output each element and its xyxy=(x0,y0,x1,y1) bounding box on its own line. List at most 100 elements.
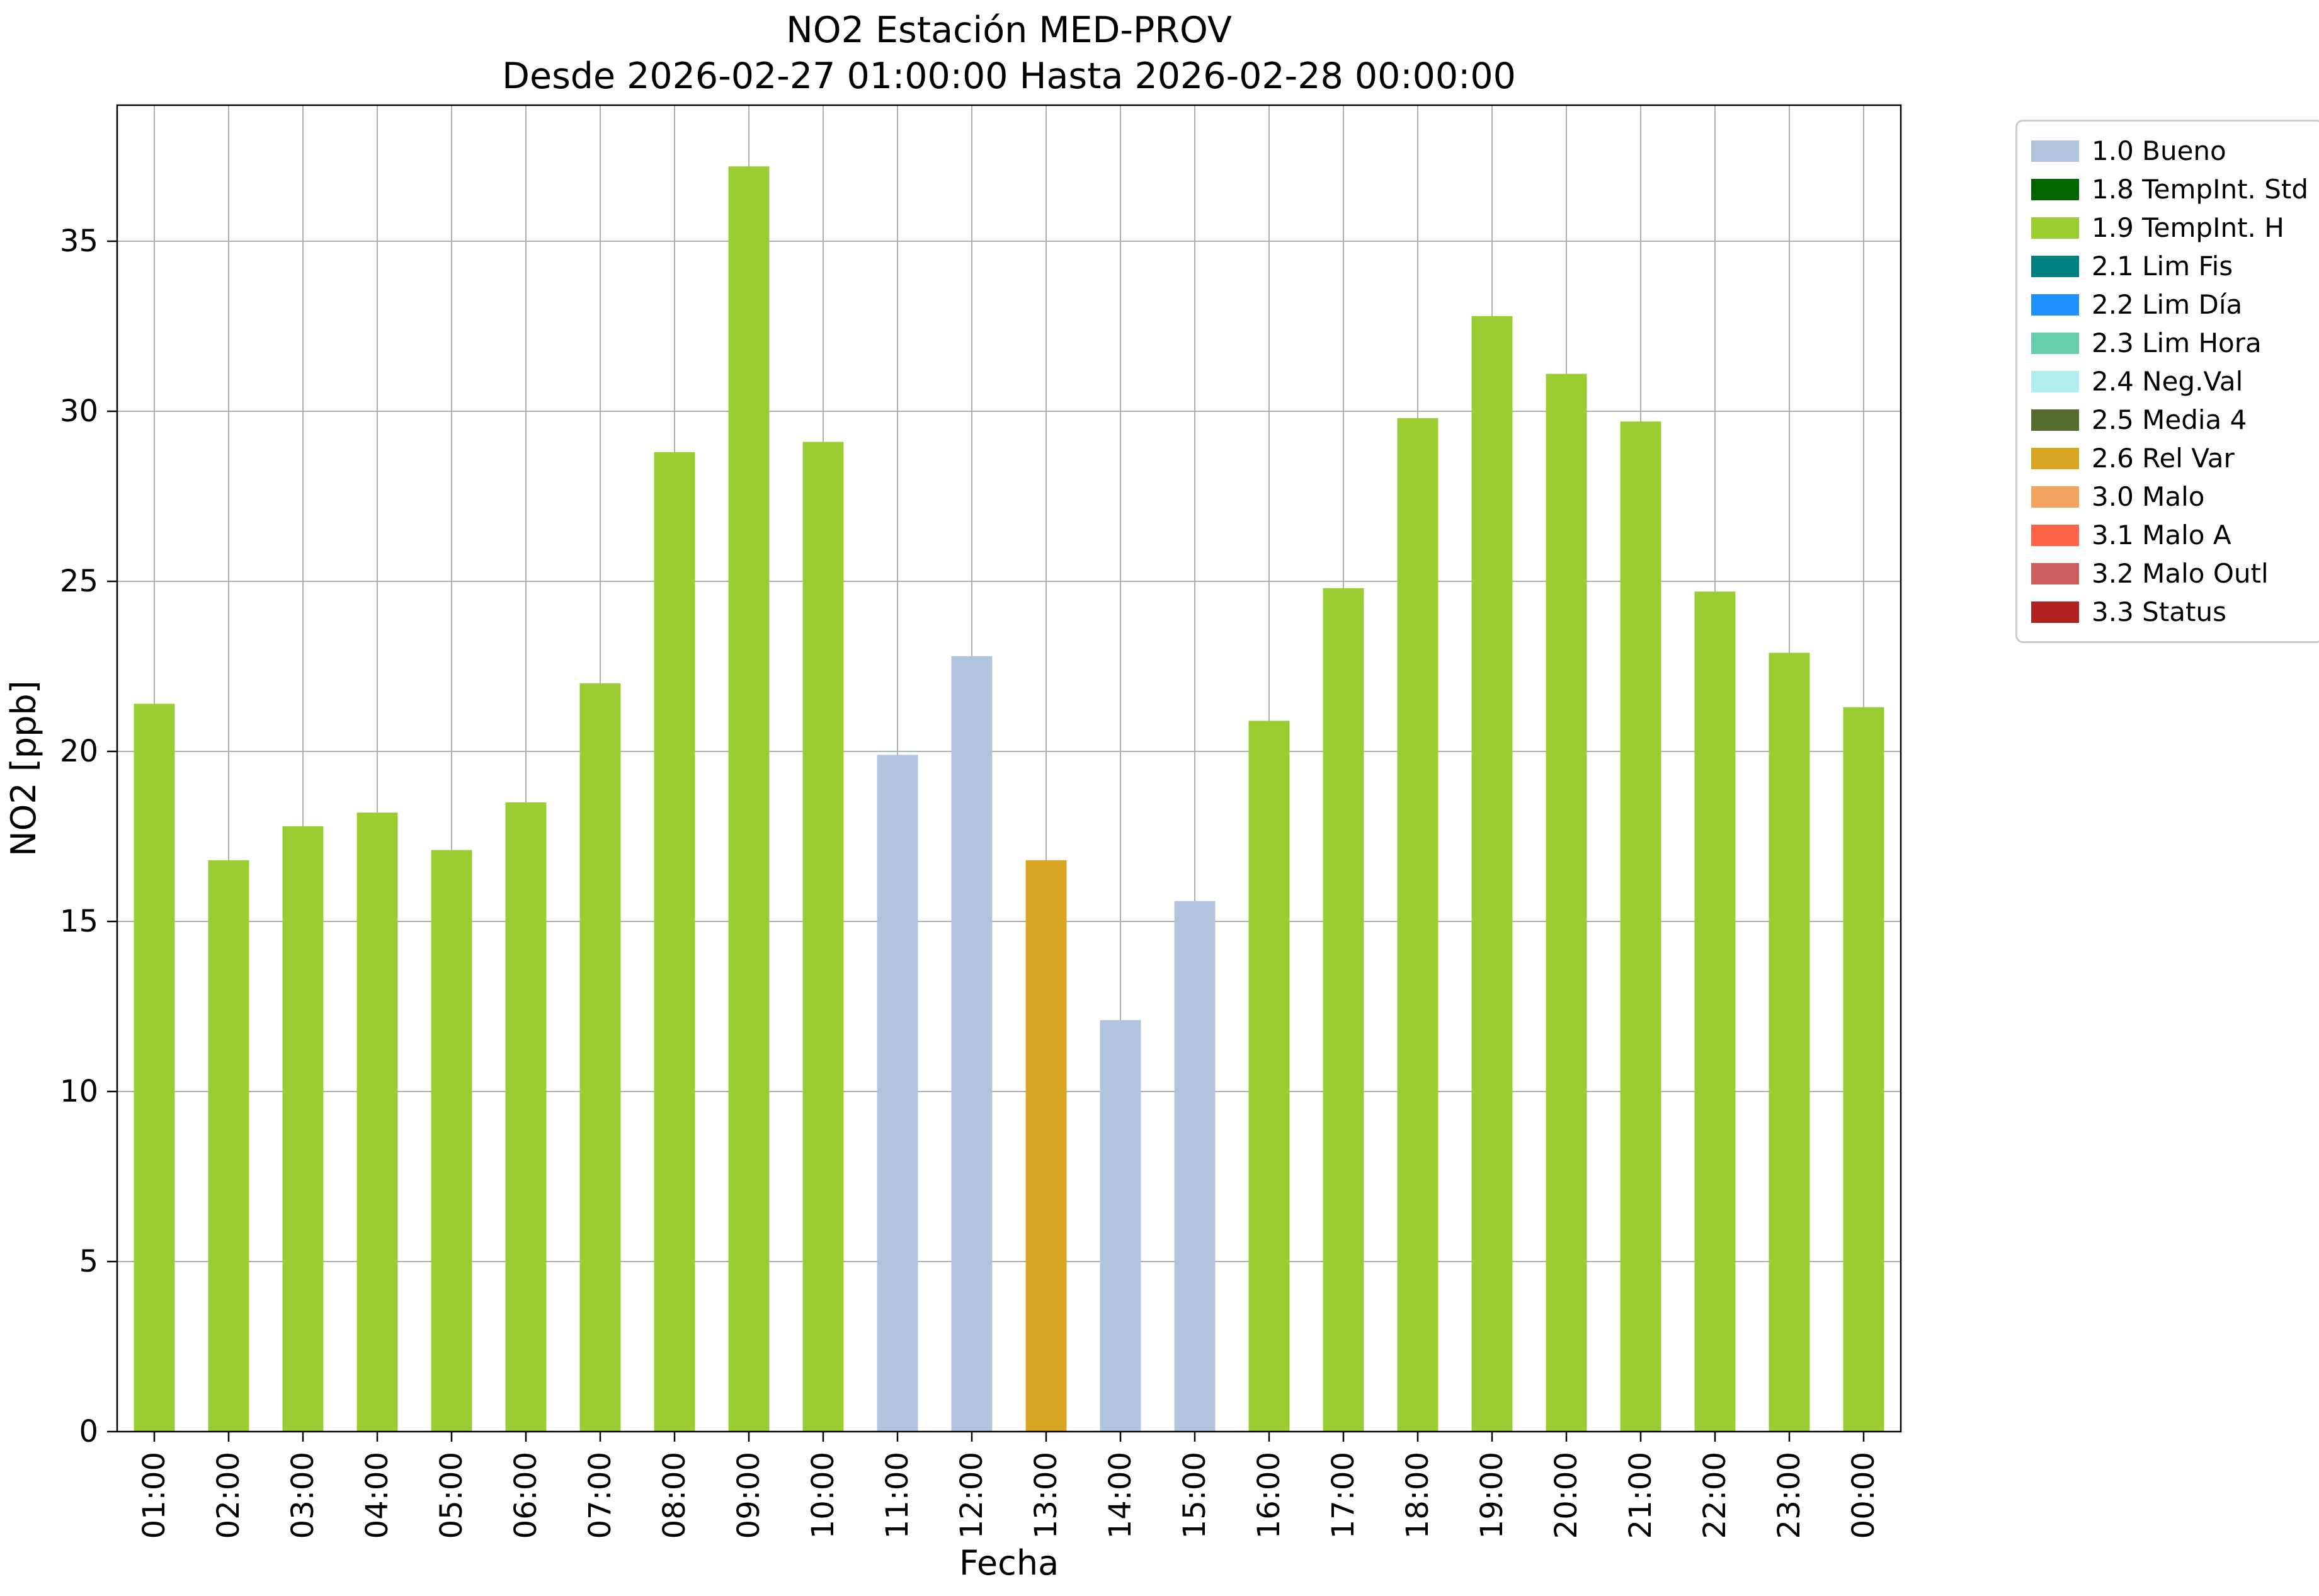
legend-item: 3.0 Malo xyxy=(2031,477,2308,516)
legend-item: 1.9 TempInt. H xyxy=(2031,208,2308,247)
bar-00:00 xyxy=(1843,707,1884,1432)
x-tick-label: 12:00 xyxy=(954,1452,989,1539)
bar-07:00 xyxy=(579,683,621,1432)
bar-14:00 xyxy=(1100,1020,1141,1432)
y-tick-label: 35 xyxy=(60,224,98,259)
x-tick-label: 02:00 xyxy=(211,1452,246,1539)
chart-title-block: NO2 Estación MED-PROV Desde 2026-02-27 0… xyxy=(117,8,1901,100)
legend: 1.0 Bueno 1.8 TempInt. Std 1.9 TempInt. H 2… xyxy=(2015,120,2319,643)
chart-title: NO2 Estación MED-PROV xyxy=(786,9,1232,51)
bar-19:00 xyxy=(1471,316,1513,1432)
y-tick-label: 5 xyxy=(79,1244,98,1279)
bar-06:00 xyxy=(505,802,547,1432)
legend-item: 2.6 Rel Var xyxy=(2031,439,2308,477)
legend-swatch xyxy=(2031,178,2079,200)
legend-label: 3.2 Malo Outl xyxy=(2092,558,2269,589)
legend-label: 3.1 Malo A xyxy=(2092,520,2231,550)
x-tick-label: 21:00 xyxy=(1623,1452,1658,1539)
x-axis-label: Fecha xyxy=(959,1543,1059,1583)
legend-swatch xyxy=(2031,486,2079,508)
y-tick-label: 25 xyxy=(60,564,98,599)
legend-label: 2.3 Lim Hora xyxy=(2092,328,2262,358)
bar-16:00 xyxy=(1248,721,1290,1432)
x-tick-label: 07:00 xyxy=(583,1452,618,1539)
legend-label: 2.5 Media 4 xyxy=(2092,404,2247,435)
legend-label: 1.8 TempInt. Std xyxy=(2092,174,2309,205)
legend-item: 2.4 Neg.Val xyxy=(2031,362,2308,401)
bar-12:00 xyxy=(951,656,993,1432)
legend-label: 2.1 Lim Fis xyxy=(2092,251,2233,282)
y-tick-label: 15 xyxy=(60,904,98,939)
x-tick-label: 14:00 xyxy=(1103,1452,1138,1539)
y-tick-label: 10 xyxy=(60,1074,98,1109)
bar-22:00 xyxy=(1694,591,1736,1432)
bar-15:00 xyxy=(1174,901,1216,1432)
y-tick-label: 30 xyxy=(60,394,98,429)
bar-23:00 xyxy=(1769,653,1810,1432)
legend-item: 3.2 Malo Outl xyxy=(2031,554,2308,593)
legend-item: 1.0 Bueno xyxy=(2031,132,2308,170)
y-tick-label: 0 xyxy=(79,1414,98,1449)
legend-item: 1.8 TempInt. Std xyxy=(2031,170,2308,208)
bar-18:00 xyxy=(1397,418,1439,1432)
legend-item: 2.2 Lim Día xyxy=(2031,285,2308,324)
y-axis-label: NO2 [ppb] xyxy=(4,680,43,856)
legend-swatch xyxy=(2031,140,2079,162)
legend-label: 2.6 Rel Var xyxy=(2092,443,2235,474)
legend-swatch xyxy=(2031,255,2079,277)
bar-08:00 xyxy=(654,452,695,1432)
x-tick-label: 03:00 xyxy=(285,1452,321,1539)
legend-item: 3.1 Malo A xyxy=(2031,516,2308,554)
x-tick-label: 22:00 xyxy=(1697,1452,1733,1539)
legend-label: 2.4 Neg.Val xyxy=(2092,366,2243,397)
x-tick-label: 09:00 xyxy=(731,1452,766,1539)
x-tick-label: 10:00 xyxy=(806,1452,841,1539)
x-tick-label: 19:00 xyxy=(1474,1452,1510,1539)
legend-label: 1.0 Bueno xyxy=(2092,135,2226,166)
legend-item: 2.3 Lim Hora xyxy=(2031,324,2308,362)
bar-20:00 xyxy=(1546,373,1587,1432)
x-tick-label: 17:00 xyxy=(1326,1452,1361,1539)
y-tick-label: 20 xyxy=(60,734,98,769)
legend-swatch xyxy=(2031,447,2079,469)
legend-swatch xyxy=(2031,409,2079,431)
bar-09:00 xyxy=(728,166,770,1432)
x-tick-label: 04:00 xyxy=(360,1452,395,1539)
bar-11:00 xyxy=(877,755,918,1432)
legend-swatch xyxy=(2031,562,2079,584)
x-tick-label: 15:00 xyxy=(1177,1452,1212,1539)
legend-swatch xyxy=(2031,370,2079,392)
bar-17:00 xyxy=(1323,588,1364,1432)
x-tick-label: 16:00 xyxy=(1251,1452,1287,1539)
x-tick-label: 08:00 xyxy=(657,1452,692,1539)
legend-item: 2.1 Lim Fis xyxy=(2031,247,2308,285)
x-tick-label: 11:00 xyxy=(880,1452,915,1539)
legend-swatch xyxy=(2031,524,2079,546)
legend-label: 3.0 Malo xyxy=(2092,481,2205,512)
legend-swatch xyxy=(2031,601,2079,623)
chart-subtitle: Desde 2026-02-27 01:00:00 Hasta 2026-02-… xyxy=(502,55,1516,97)
x-tick-label: 13:00 xyxy=(1028,1452,1064,1539)
x-tick-label: 06:00 xyxy=(508,1452,544,1539)
x-tick-label: 18:00 xyxy=(1400,1452,1435,1539)
legend-swatch xyxy=(2031,294,2079,316)
bar-01:00 xyxy=(134,704,175,1432)
plot-border xyxy=(116,104,1902,1433)
legend-label: 2.2 Lim Día xyxy=(2092,289,2243,320)
bar-10:00 xyxy=(802,442,844,1432)
x-tick-label: 23:00 xyxy=(1772,1452,1807,1539)
bar-04:00 xyxy=(356,812,398,1432)
legend-item: 2.5 Media 4 xyxy=(2031,401,2308,439)
bar-13:00 xyxy=(1025,860,1067,1432)
legend-swatch xyxy=(2031,332,2079,354)
bar-02:00 xyxy=(208,860,249,1432)
bar-03:00 xyxy=(282,826,324,1432)
legend-label: 1.9 TempInt. H xyxy=(2092,212,2284,243)
legend-label: 3.3 Status xyxy=(2092,596,2226,627)
legend-item: 3.3 Status xyxy=(2031,593,2308,631)
x-tick-label: 05:00 xyxy=(434,1452,469,1539)
legend-swatch xyxy=(2031,217,2079,239)
x-tick-label: 00:00 xyxy=(1846,1452,1881,1539)
